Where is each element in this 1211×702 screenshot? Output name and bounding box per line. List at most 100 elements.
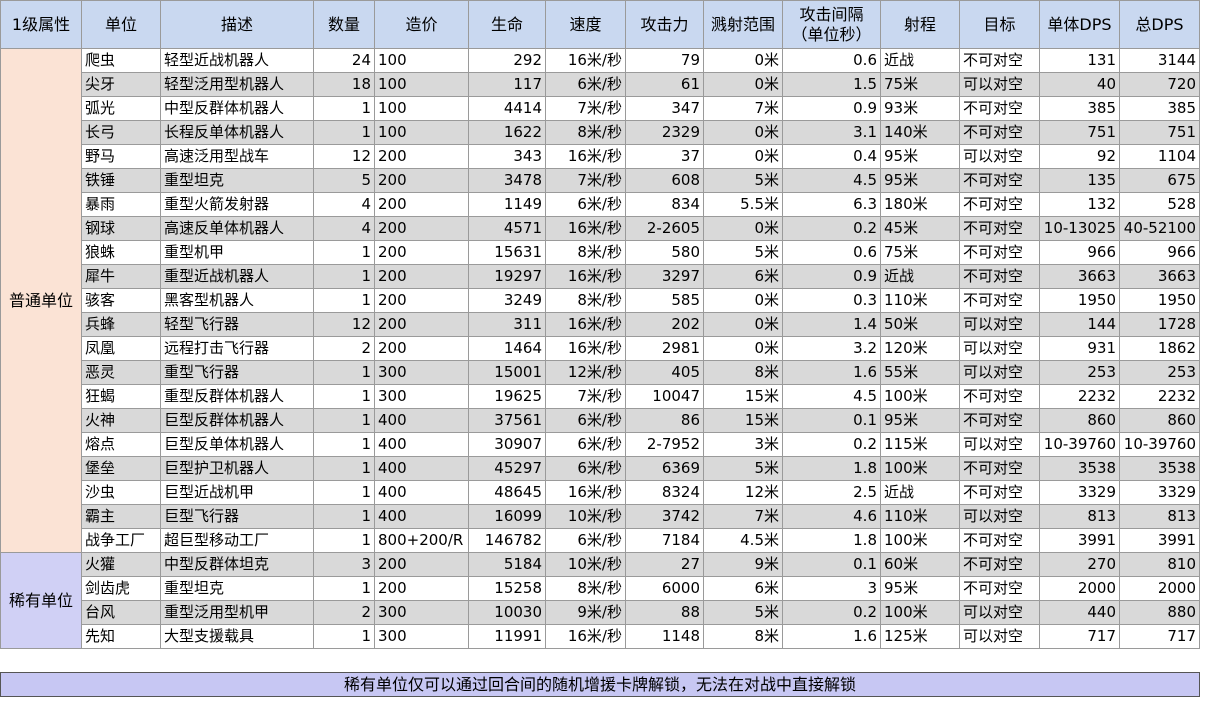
cell-hp: 19625 <box>468 384 546 409</box>
cell-splash: 5米 <box>703 600 783 625</box>
cell-count: 1 <box>313 504 375 529</box>
cell-desc: 轻型泛用型机器人 <box>160 72 314 97</box>
cell-interval: 0.2 <box>782 216 881 241</box>
cell-speed: 16米/秒 <box>545 216 626 241</box>
cell-range: 75米 <box>880 72 960 97</box>
cell-interval: 0.2 <box>782 600 881 625</box>
column-header: 单位 <box>81 0 161 49</box>
cell-target: 不可对空 <box>959 528 1040 553</box>
cell-splash: 8米 <box>703 360 783 385</box>
table-row: 兵蜂 轻型飞行器 12 200 311 16米/秒 202 0米 1.4 50米 可以对空 144 17… <box>1 312 1200 337</box>
cell-cost: 100 <box>374 120 469 145</box>
cell-count: 4 <box>313 216 375 241</box>
cell-dps: 966 <box>1039 240 1120 265</box>
cell-target: 不可对空 <box>959 192 1040 217</box>
cell-hp: 48645 <box>468 480 546 505</box>
cell-atk: 61 <box>625 72 704 97</box>
cell-dps: 10-13025 <box>1039 216 1120 241</box>
cell-range: 近战 <box>880 48 960 73</box>
cell-atk: 3297 <box>625 264 704 289</box>
cell-desc: 大型支援载具 <box>160 624 314 649</box>
cell-desc: 巨型飞行器 <box>160 504 314 529</box>
cell-hp: 30907 <box>468 432 546 457</box>
cell-hp: 3478 <box>468 168 546 193</box>
cell-interval: 4.5 <box>782 384 881 409</box>
cell-desc: 重型近战机器人 <box>160 264 314 289</box>
cell-interval: 0.1 <box>782 552 881 577</box>
cell-range: 近战 <box>880 264 960 289</box>
cell-hp: 292 <box>468 48 546 73</box>
cell-total: 1104 <box>1119 144 1200 169</box>
table-row: 长弓 长程反单体机器人 1 100 1622 8米/秒 2329 0米 3.1 140米 不可对空 7… <box>1 120 1200 145</box>
cell-desc: 重型飞行器 <box>160 360 314 385</box>
cell-cost: 200 <box>374 216 469 241</box>
cell-atk: 10047 <box>625 384 704 409</box>
cell-count: 1 <box>313 384 375 409</box>
cell-dps: 131 <box>1039 48 1120 73</box>
cell-target: 不可对空 <box>959 264 1040 289</box>
spacer-cell <box>0 648 1200 673</box>
cell-target: 不可对空 <box>959 168 1040 193</box>
cell-range: 95米 <box>880 144 960 169</box>
cell-interval: 0.9 <box>782 96 881 121</box>
column-header: 射程 <box>880 0 960 49</box>
cell-atk: 580 <box>625 240 704 265</box>
cell-speed: 7米/秒 <box>545 96 626 121</box>
cell-desc: 重型火箭发射器 <box>160 192 314 217</box>
cell-unit: 战争工厂 <box>81 528 161 553</box>
column-header: 攻击力 <box>625 0 704 49</box>
cell-dps: 751 <box>1039 120 1120 145</box>
table-row: 尖牙 轻型泛用型机器人 18 100 117 6米/秒 61 0米 1.5 75米 可以对空 40 72… <box>1 72 1200 97</box>
cell-interval: 0.9 <box>782 264 881 289</box>
cell-range: 180米 <box>880 192 960 217</box>
cell-cost: 400 <box>374 480 469 505</box>
cell-speed: 6米/秒 <box>545 72 626 97</box>
cell-splash: 6米 <box>703 264 783 289</box>
cell-total: 3991 <box>1119 528 1200 553</box>
cell-unit: 先知 <box>81 624 161 649</box>
cell-target: 可以对空 <box>959 144 1040 169</box>
cell-atk: 347 <box>625 96 704 121</box>
cell-cost: 200 <box>374 576 469 601</box>
cell-interval: 4.5 <box>782 168 881 193</box>
cell-total: 2232 <box>1119 384 1200 409</box>
cell-dps: 931 <box>1039 336 1120 361</box>
column-header: 溅射范围 <box>703 0 783 49</box>
cell-splash: 0米 <box>703 336 783 361</box>
cell-count: 4 <box>313 192 375 217</box>
cell-target: 不可对空 <box>959 384 1040 409</box>
cell-range: 100米 <box>880 384 960 409</box>
table-row: 野马 高速泛用型战车 12 200 343 16米/秒 37 0米 0.4 95米 可以对空 92 11… <box>1 144 1200 169</box>
cell-speed: 16米/秒 <box>545 312 626 337</box>
table-row: 火神 巨型反群体机器人 1 400 37561 6米/秒 86 15米 0.1 95米 不可对空 86… <box>1 408 1200 433</box>
cell-hp: 15258 <box>468 576 546 601</box>
cell-speed: 16米/秒 <box>545 48 626 73</box>
cell-interval: 1.8 <box>782 528 881 553</box>
cell-hp: 1622 <box>468 120 546 145</box>
cell-splash: 12米 <box>703 480 783 505</box>
cell-count: 24 <box>313 48 375 73</box>
cell-dps: 132 <box>1039 192 1120 217</box>
rare-unit-note: 稀有单位仅可以通过回合间的随机增援卡牌解锁，无法在对战中直接解锁 <box>0 672 1200 697</box>
cell-count: 18 <box>313 72 375 97</box>
cell-range: 近战 <box>880 480 960 505</box>
cell-cost: 100 <box>374 96 469 121</box>
cell-count: 1 <box>313 456 375 481</box>
cell-desc: 巨型反群体机器人 <box>160 408 314 433</box>
table-row: 霸主 巨型飞行器 1 400 16099 10米/秒 3742 7米 4.6 110米 可以对空 81… <box>1 504 1200 529</box>
cell-dps: 3329 <box>1039 480 1120 505</box>
cell-interval: 3.1 <box>782 120 881 145</box>
cell-range: 45米 <box>880 216 960 241</box>
cell-total: 720 <box>1119 72 1200 97</box>
column-header: 单体DPS <box>1039 0 1120 49</box>
cell-range: 100米 <box>880 600 960 625</box>
column-header: 描述 <box>160 0 314 49</box>
table-row: 弧光 中型反群体机器人 1 100 4414 7米/秒 347 7米 0.9 93米 不可对空 385… <box>1 96 1200 121</box>
cell-count: 1 <box>313 528 375 553</box>
cell-splash: 0米 <box>703 120 783 145</box>
spacer-row <box>0 648 1200 673</box>
cell-total: 1950 <box>1119 288 1200 313</box>
table-row: 骇客 黑客型机器人 1 200 3249 8米/秒 585 0米 0.3 110米 不可对空 1950… <box>1 288 1200 313</box>
cell-splash: 0米 <box>703 288 783 313</box>
cell-range: 95米 <box>880 408 960 433</box>
